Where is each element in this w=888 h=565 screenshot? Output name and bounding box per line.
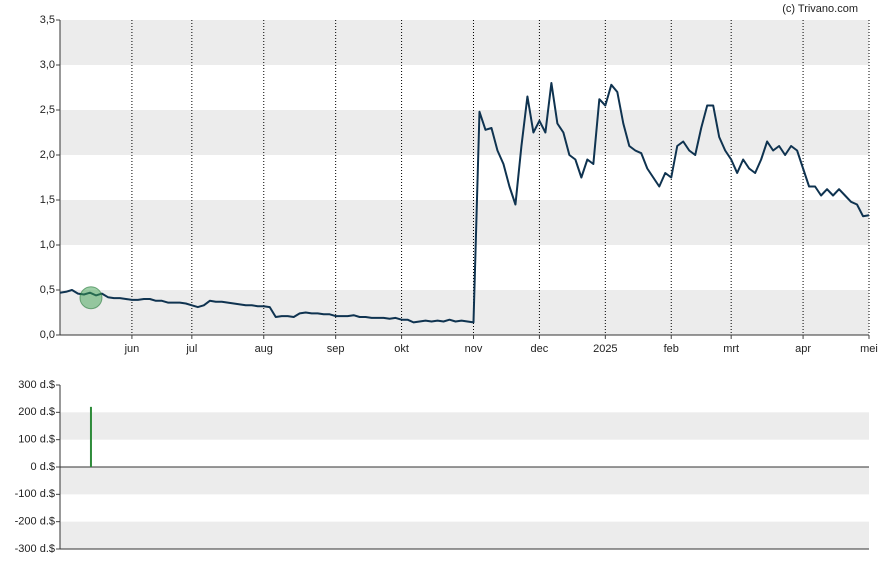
band [60,200,869,245]
y-tick-label: 2,0 [40,149,55,161]
y-tick-label: 200 d.$ [18,406,55,418]
x-tick-label: 2025 [593,343,617,355]
x-tick-label: sep [327,343,345,355]
x-tick-label: aug [255,343,273,355]
bar [89,406,92,467]
y-tick-label: 300 d.$ [18,379,55,391]
price-line [59,82,870,324]
y-tick-label: -100 d.$ [15,488,55,500]
y-tick-label: 1,5 [40,194,55,206]
y-tick-label: 0,5 [40,284,55,296]
x-tick-label: feb [664,343,679,355]
x-tick-label: apr [795,343,811,355]
y-tick-label: -200 d.$ [15,516,55,528]
source: (c) Trivano.com [782,3,858,15]
y-tick-label: 3,0 [40,59,55,71]
x-tick-label: okt [394,343,409,355]
band [60,412,869,440]
band [60,521,869,549]
band [60,290,869,335]
y-tick-label: -300 d.$ [15,543,55,555]
x-tick-label: nov [465,343,483,355]
y-tick-label: 0,0 [40,329,55,341]
y-tick-label: 0 d.$ [31,461,55,473]
x-tick-label: mei [860,343,878,355]
x-tick-label: mrt [723,343,739,355]
band [60,20,869,65]
y-tick-label: 2,5 [40,104,55,116]
x-tick-label: jun [124,343,140,355]
band [60,467,869,495]
y-tick-label: 100 d.$ [18,434,55,446]
trade-marker [79,286,103,310]
y-tick-label: 1,0 [40,239,55,251]
y-tick-label: 3,5 [40,14,55,26]
x-tick-label: jul [185,343,197,355]
band [60,110,869,155]
x-tick-label: dec [531,343,549,355]
